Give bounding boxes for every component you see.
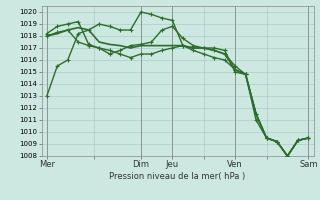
X-axis label: Pression niveau de la mer( hPa ): Pression niveau de la mer( hPa ) (109, 172, 246, 181)
